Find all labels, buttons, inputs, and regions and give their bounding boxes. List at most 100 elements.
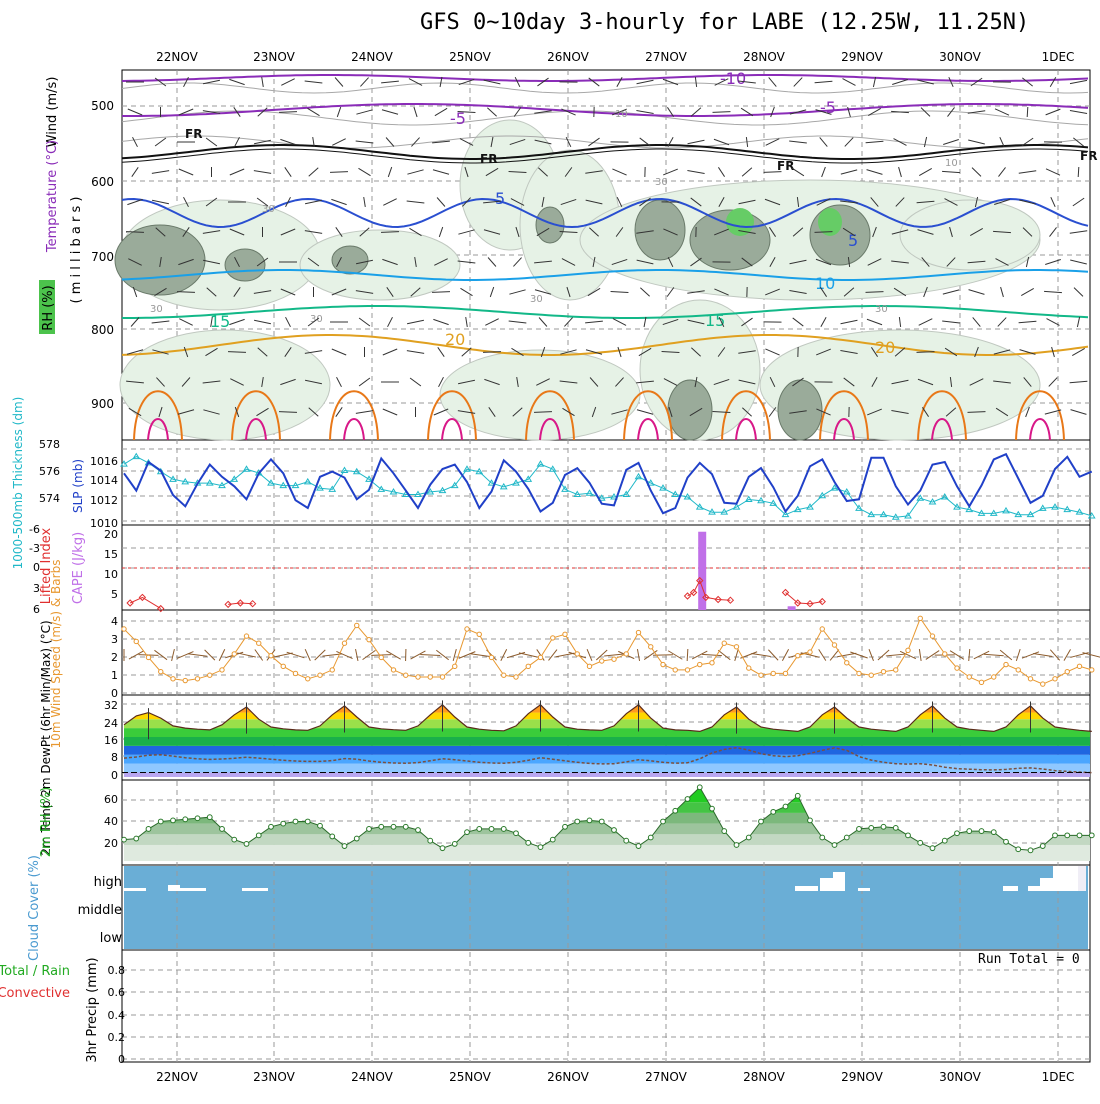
pressure-tick: 700 bbox=[91, 250, 114, 264]
wind-speed-point bbox=[857, 671, 861, 675]
x-tick-label: 22NOV bbox=[156, 1070, 198, 1084]
rh-point bbox=[991, 830, 996, 835]
rh-point bbox=[832, 843, 837, 848]
contour-label: -10 bbox=[720, 69, 746, 88]
temp-band bbox=[122, 773, 1090, 777]
rh-point bbox=[220, 827, 225, 832]
rh-point bbox=[305, 819, 310, 824]
wind-speed-point bbox=[183, 678, 187, 682]
x-tick-label: 22NOV bbox=[156, 50, 198, 64]
x-tick-label: 24NOV bbox=[351, 50, 393, 64]
rh-point bbox=[195, 816, 200, 821]
rh-point bbox=[967, 829, 972, 834]
wind-speed-tick: 3 bbox=[111, 633, 118, 646]
wind-speed-point bbox=[122, 627, 126, 631]
contour-label: 30 bbox=[262, 204, 275, 215]
wind-barb bbox=[764, 172, 782, 173]
wind-speed-point bbox=[232, 652, 236, 656]
cape-tick: 20 bbox=[104, 528, 118, 541]
wind-speed-point bbox=[881, 669, 885, 673]
rh-point bbox=[367, 827, 372, 832]
wind-speed-point bbox=[257, 641, 261, 645]
rh-point bbox=[844, 835, 849, 840]
thickness-tick: 576 bbox=[39, 465, 60, 478]
wind-speed-point bbox=[502, 673, 506, 677]
rh-point bbox=[293, 819, 298, 824]
rh2m-axis-label: 2m RH (%) bbox=[39, 787, 54, 858]
pressure-tick: 800 bbox=[91, 323, 114, 337]
wind-speed-point bbox=[722, 641, 726, 645]
temp-band bbox=[122, 737, 1090, 746]
wind-speed-point bbox=[734, 645, 738, 649]
wind-speed-point bbox=[832, 643, 836, 647]
wind-speed-point bbox=[440, 675, 444, 679]
rh-point bbox=[795, 793, 800, 798]
rh-point bbox=[857, 827, 862, 832]
thickness-tick: 578 bbox=[39, 438, 60, 451]
wind-speed-point bbox=[563, 632, 567, 636]
panel2-left-axis: 578 576 574 bbox=[39, 438, 60, 505]
rh-point bbox=[575, 819, 580, 824]
slp-tick: 1014 bbox=[90, 474, 118, 487]
rh-point bbox=[587, 818, 592, 823]
panel7-axis: high middle low bbox=[78, 875, 123, 946]
temp-tick: 16 bbox=[104, 734, 118, 747]
x-tick-label: 27NOV bbox=[645, 50, 687, 64]
rh-point bbox=[428, 838, 433, 843]
wind-speed-point bbox=[575, 652, 579, 656]
temp-tick: 0 bbox=[111, 769, 118, 782]
chart-title: GFS 0~10day 3-hourly for LABE (12.25W, 1… bbox=[420, 10, 1029, 35]
wind-speed-point bbox=[269, 653, 273, 657]
cape-bar bbox=[788, 606, 796, 610]
cloud-gap bbox=[168, 885, 180, 891]
panel-frame-2 bbox=[122, 440, 1090, 525]
rh-point bbox=[685, 797, 690, 802]
wind-speed-point bbox=[416, 675, 420, 679]
contour-label: 5 bbox=[848, 231, 858, 250]
rh-point bbox=[869, 825, 874, 830]
cloud-gap bbox=[1003, 886, 1018, 891]
rh-point bbox=[538, 845, 543, 850]
rh-point bbox=[918, 840, 923, 845]
contour-label: FR bbox=[480, 152, 497, 166]
rh-point bbox=[771, 809, 776, 814]
rh-point bbox=[636, 844, 641, 849]
wind-speed-point bbox=[391, 668, 395, 672]
contour-label: 10 bbox=[615, 109, 628, 120]
rh-point bbox=[1028, 848, 1033, 853]
wind-speed-point bbox=[342, 641, 346, 645]
panel5-axis: 32 24 16 8 0 bbox=[104, 699, 118, 782]
wind-speed-point bbox=[943, 652, 947, 656]
contour-label: 15 bbox=[705, 311, 725, 330]
wind-speed-tick: 1 bbox=[111, 669, 118, 682]
cape-tick: 15 bbox=[104, 548, 118, 561]
rh-point bbox=[979, 829, 984, 834]
rh-shade-dark bbox=[810, 205, 870, 265]
wind-speed-point bbox=[208, 673, 212, 677]
wind-speed-point bbox=[636, 630, 640, 634]
rh-point bbox=[661, 819, 666, 824]
wind-speed-point bbox=[367, 637, 371, 641]
rh-point bbox=[759, 819, 764, 824]
wind-speed-point bbox=[453, 664, 457, 668]
panel3-right-axis: 20 15 10 5 bbox=[104, 528, 118, 601]
panel1-y-axis: 500 600 700 800 900 bbox=[91, 99, 114, 411]
slp-tick: 1016 bbox=[90, 455, 118, 468]
precip-convective-label: Convective bbox=[0, 986, 70, 1001]
temp-band bbox=[122, 755, 1090, 764]
contour-label: 15 bbox=[210, 312, 230, 331]
rh-tick: 20 bbox=[104, 837, 118, 850]
wind-speed-point bbox=[220, 668, 224, 672]
wind-axis-label: Wind (m/s) bbox=[45, 77, 60, 148]
rh-point bbox=[391, 824, 396, 829]
cloud-gap bbox=[180, 888, 206, 891]
run-total: Run Total = 0 bbox=[978, 952, 1080, 967]
panel4-axis: 4 3 2 1 0 bbox=[111, 615, 118, 700]
wind-barb bbox=[917, 352, 935, 353]
wind-speed-point bbox=[1004, 662, 1008, 666]
rh-point bbox=[342, 844, 347, 849]
rh-point bbox=[1077, 833, 1082, 838]
wind-speed-point bbox=[661, 662, 665, 666]
precip-tick: 0.8 bbox=[108, 964, 126, 977]
temp-band bbox=[122, 764, 1090, 773]
